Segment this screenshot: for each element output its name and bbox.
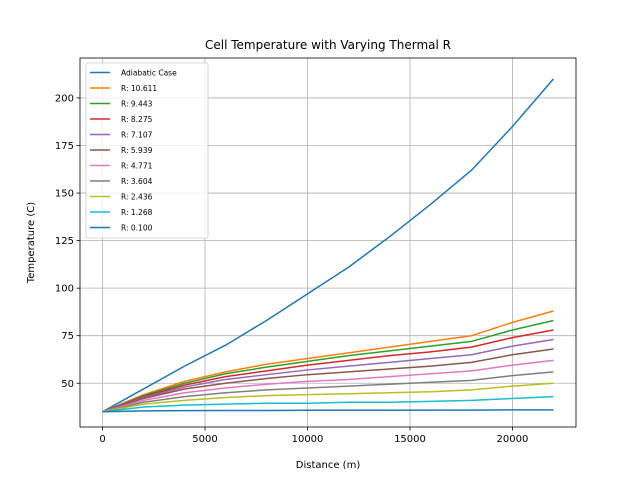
series-line-9 [102, 382, 554, 413]
x-axis: 0 5000 10000 15000 20000 [99, 427, 528, 445]
legend-label: R: 3.604 [121, 177, 153, 186]
plot-frame [79, 57, 577, 428]
y-axis: 50 75 100 125 150 175 200 [55, 93, 80, 390]
x-tick-label: 15000 [394, 434, 426, 445]
series-layer [102, 78, 555, 413]
series-line-8 [102, 371, 554, 413]
y-tick-label: 50 [61, 379, 74, 390]
series-line-7 [102, 359, 554, 413]
legend-label: R: 9.443 [121, 99, 153, 108]
x-axis-label: Distance (m) [296, 460, 361, 471]
legend-label: R: 4.771 [121, 161, 153, 170]
x-tick-label: 5000 [192, 434, 217, 445]
series-line-10 [102, 395, 554, 413]
series-line-6 [102, 348, 554, 413]
series-line-11 [102, 409, 554, 413]
legend-label: R: 5.939 [121, 146, 153, 155]
y-tick-label: 125 [55, 236, 74, 247]
series-line-4 [102, 329, 554, 413]
series-line-2 [102, 310, 554, 413]
series-line-3 [102, 319, 554, 413]
legend-label: R: 10.611 [121, 84, 157, 93]
y-tick-label: 150 [55, 189, 74, 200]
x-tick-label: 20000 [497, 434, 529, 445]
legend-label: Adiabatic Case [121, 68, 177, 77]
legend-label: R: 8.275 [121, 115, 153, 124]
x-tick-label: 10000 [292, 434, 324, 445]
x-tick-label: 0 [99, 434, 105, 445]
legend-label: R: 2.436 [121, 192, 153, 201]
y-tick-label: 100 [55, 284, 74, 295]
y-tick-label: 175 [55, 141, 74, 152]
series-line-1 [102, 78, 555, 413]
legend-box [85, 62, 209, 239]
grid [80, 58, 576, 427]
series-line-5 [102, 338, 554, 413]
legend-label: R: 0.100 [121, 223, 153, 232]
legend-label: R: 1.268 [121, 208, 153, 217]
y-tick-label: 75 [61, 331, 74, 342]
y-tick-label: 200 [55, 93, 74, 104]
legend: Adiabatic Case R: 10.611 R: 9.443 R: 8.275 R… [85, 62, 209, 239]
legend-label: R: 7.107 [121, 130, 153, 139]
y-axis-label: Temperature (C) [26, 202, 37, 284]
chart-title: Cell Temperature with Varying Thermal R [205, 38, 451, 52]
